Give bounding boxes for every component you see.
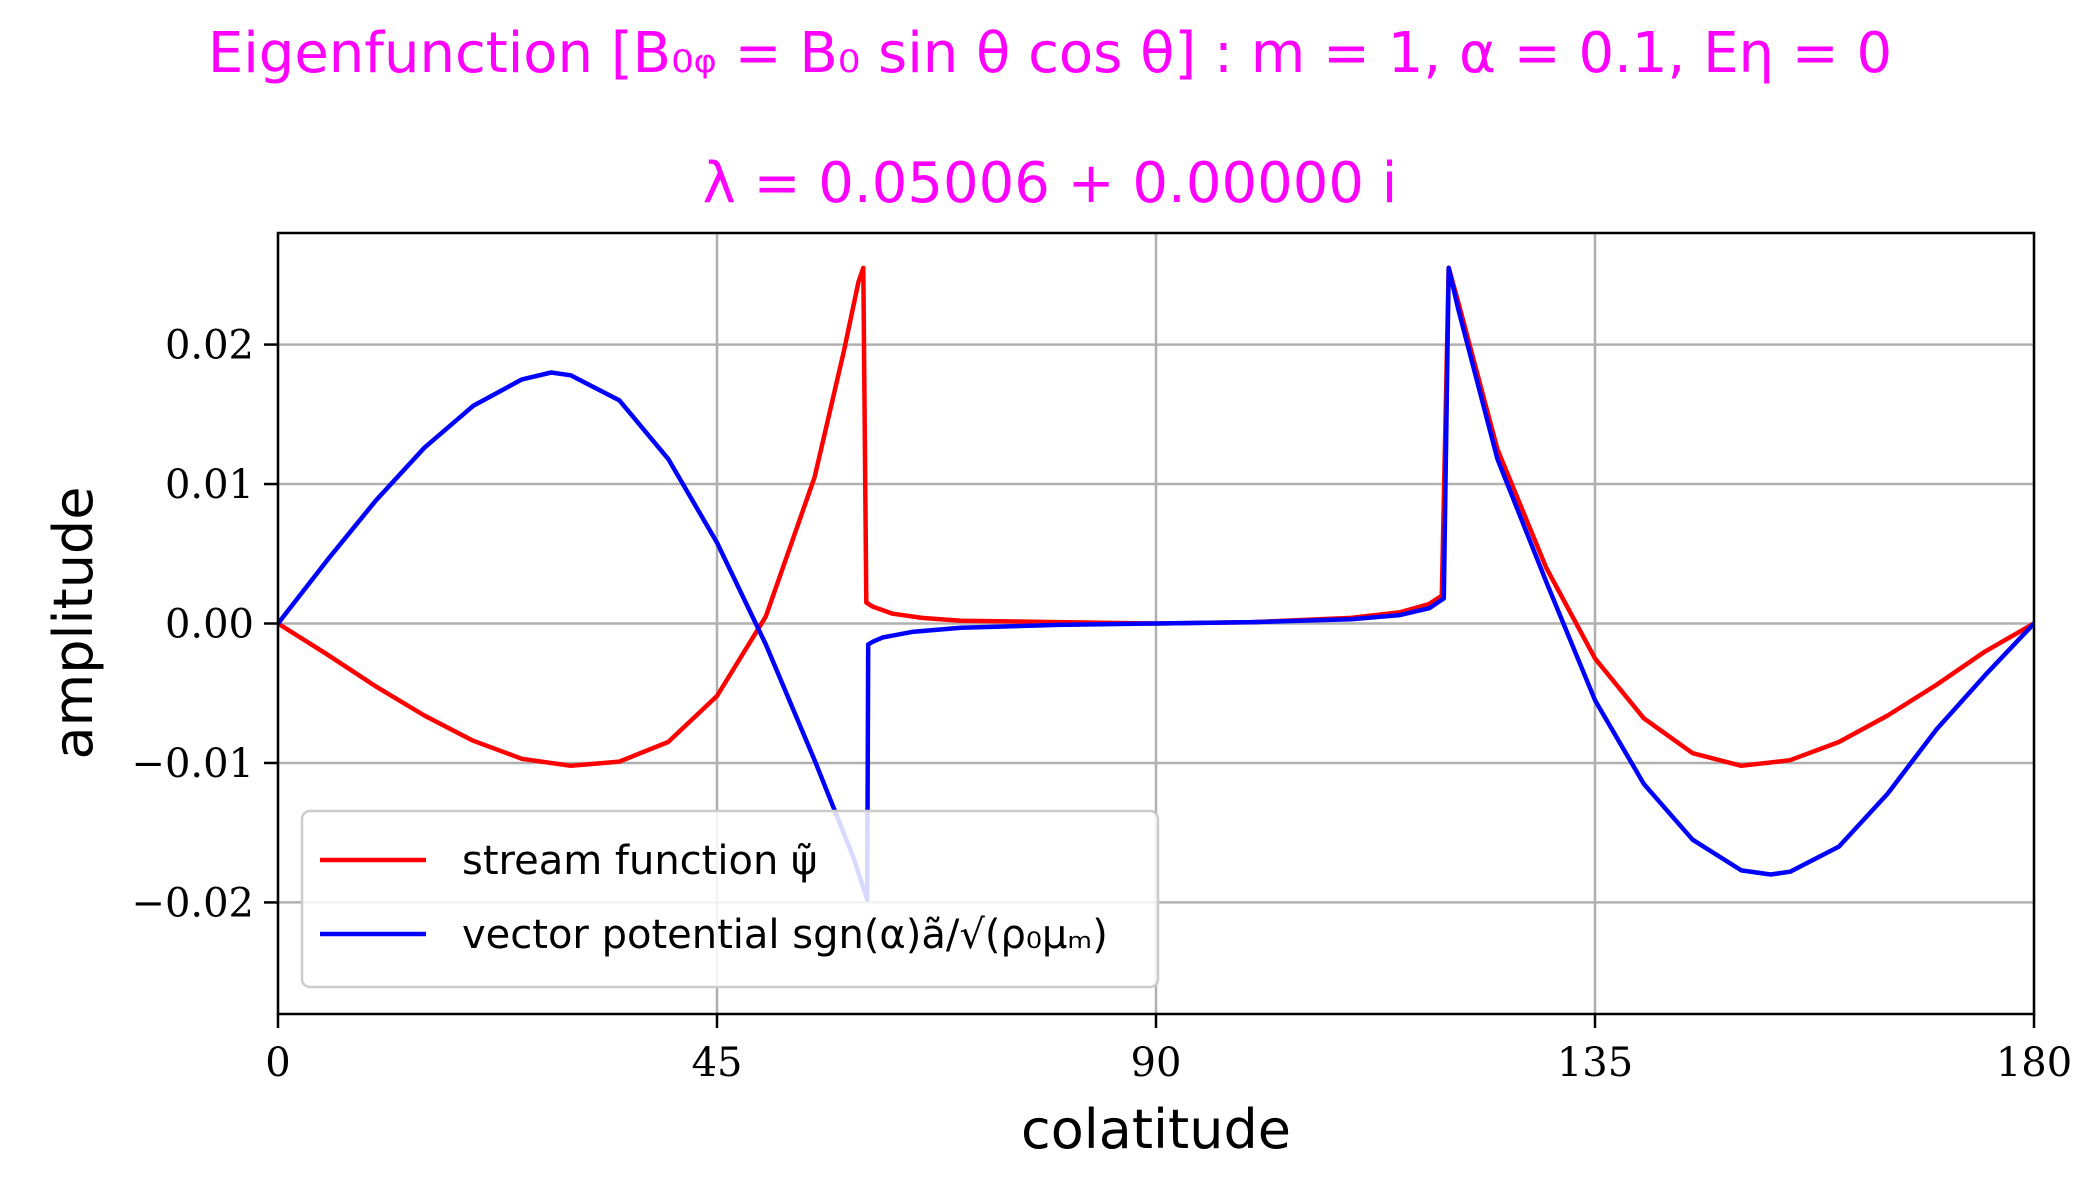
chart-subtitle: λ = 0.05006 + 0.00000 i: [703, 151, 1398, 216]
y-tick-label: 0.02: [165, 323, 254, 369]
y-tick-label: 0.01: [165, 462, 254, 508]
y-tick-label: −0.02: [131, 880, 254, 926]
x-tick-label: 180: [1996, 1040, 2072, 1086]
x-axis: 0 45 90 135 180: [265, 1014, 2072, 1086]
series-layer: [278, 265, 2034, 902]
x-tick-label: 135: [1557, 1040, 1633, 1086]
x-tick-label: 90: [1131, 1040, 1182, 1086]
y-tick-label: −0.01: [131, 741, 254, 787]
legend: stream function ψ̃ vector potential sgn(…: [300, 809, 1160, 989]
stream-function-line: [278, 265, 2034, 769]
legend-label-stream-function: stream function ψ̃: [462, 838, 817, 884]
y-tick-label: 0.00: [165, 602, 254, 648]
y-axis-label: amplitude: [42, 487, 105, 760]
y-axis: −0.02 −0.01 0.00 0.01 0.02: [131, 323, 278, 926]
legend-label-vector-potential: vector potential sgn(α)ã/√(ρ₀μₘ): [462, 912, 1108, 958]
x-tick-label: 0: [265, 1040, 290, 1086]
x-tick-label: 45: [692, 1040, 743, 1086]
chart-title: Eigenfunction [B₀ᵩ = B₀ sin θ cos θ] : m…: [208, 21, 1892, 86]
x-axis-label: colatitude: [1021, 1098, 1291, 1161]
legend-box: [300, 809, 1160, 989]
vector-potential-line: [278, 265, 2034, 902]
